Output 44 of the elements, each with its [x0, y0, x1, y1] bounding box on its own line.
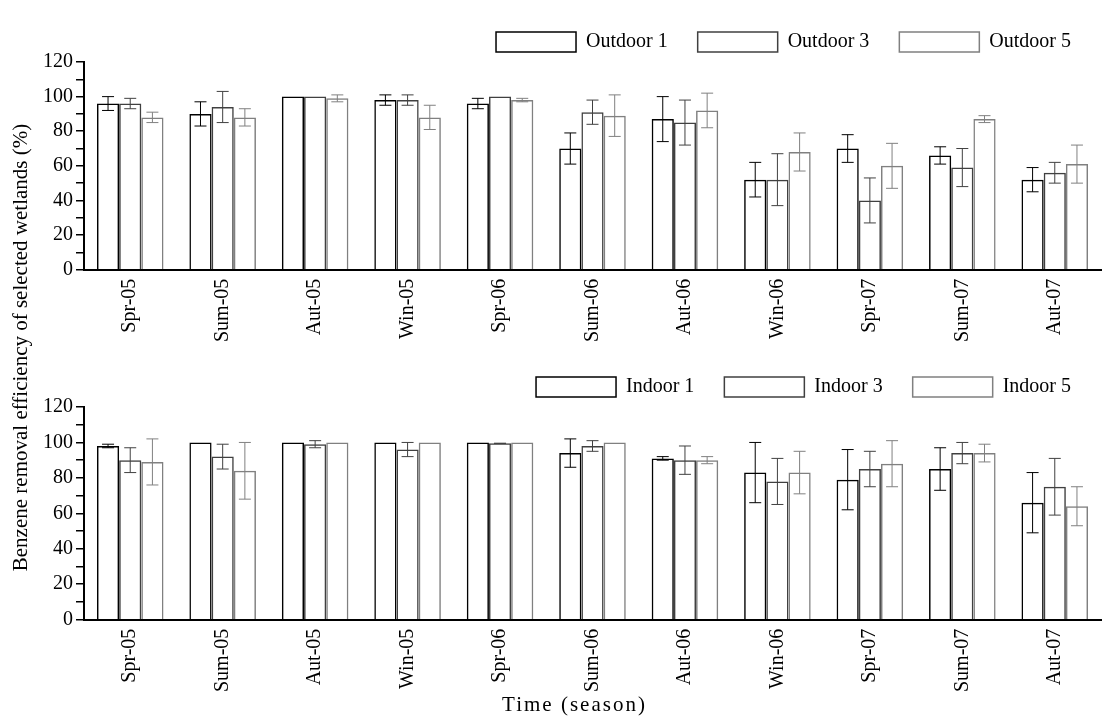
y-tick-label: 100	[43, 429, 73, 452]
x-tick-label: Sum-07	[949, 278, 972, 342]
y-tick-label: 60	[53, 500, 73, 523]
x-tick-label: Aut-07	[1042, 278, 1065, 336]
y-tick-label: 120	[43, 394, 73, 417]
y-tick-label: 0	[63, 256, 73, 279]
x-tick-label: Aut-05	[302, 278, 325, 336]
y-tick-label: 120	[43, 49, 73, 72]
x-tick-label: Sum-05	[209, 628, 232, 692]
y-tick-label: 0	[63, 606, 73, 629]
x-tick-label: Spr-06	[487, 628, 511, 683]
y-axis-title: Benzene removal efficiency of selected wetlands (%)	[7, 122, 33, 574]
x-tick-label: Win-05	[394, 628, 417, 689]
x-tick-label: Sum-05	[209, 278, 232, 342]
x-tick-label: Sum-07	[949, 628, 972, 692]
y-tick-label: 80	[53, 465, 73, 488]
y-tick-label: 40	[53, 187, 73, 210]
x-tick-label: Spr-07	[857, 278, 881, 333]
x-tick-label: Sum-06	[579, 628, 602, 692]
legend-label: Indoor 1	[626, 374, 695, 397]
y-tick-label: 80	[53, 118, 73, 141]
legend-label: Indoor 5	[1002, 374, 1072, 397]
x-tick-label: Sum-06	[579, 278, 602, 342]
x-axis-title: Time (season)	[501, 692, 648, 717]
legend-label: Indoor 3	[814, 374, 883, 397]
x-tick-label: Spr-05	[117, 278, 141, 333]
x-tick-label: Win-05	[394, 278, 417, 339]
y-tick-label: 100	[43, 83, 73, 106]
y-tick-label: 20	[53, 571, 73, 594]
x-tick-label: Aut-06	[672, 278, 695, 336]
x-tick-label: Spr-06	[487, 278, 511, 333]
x-tick-label: Win-06	[764, 628, 787, 689]
legend-label: Outdoor 1	[586, 29, 668, 52]
x-tick-label: Spr-07	[857, 628, 881, 683]
legend-label: Outdoor 3	[787, 29, 870, 52]
x-tick-label: Aut-07	[1042, 628, 1065, 686]
x-tick-label: Aut-06	[672, 628, 695, 686]
legend-label: Outdoor 5	[989, 29, 1072, 52]
y-tick-label: 40	[53, 536, 73, 559]
x-tick-label: Win-06	[764, 278, 787, 339]
x-tick-label: Aut-05	[302, 628, 325, 686]
y-tick-label: 60	[53, 153, 73, 176]
x-tick-label: Spr-05	[117, 628, 141, 683]
y-tick-label: 20	[53, 222, 73, 245]
